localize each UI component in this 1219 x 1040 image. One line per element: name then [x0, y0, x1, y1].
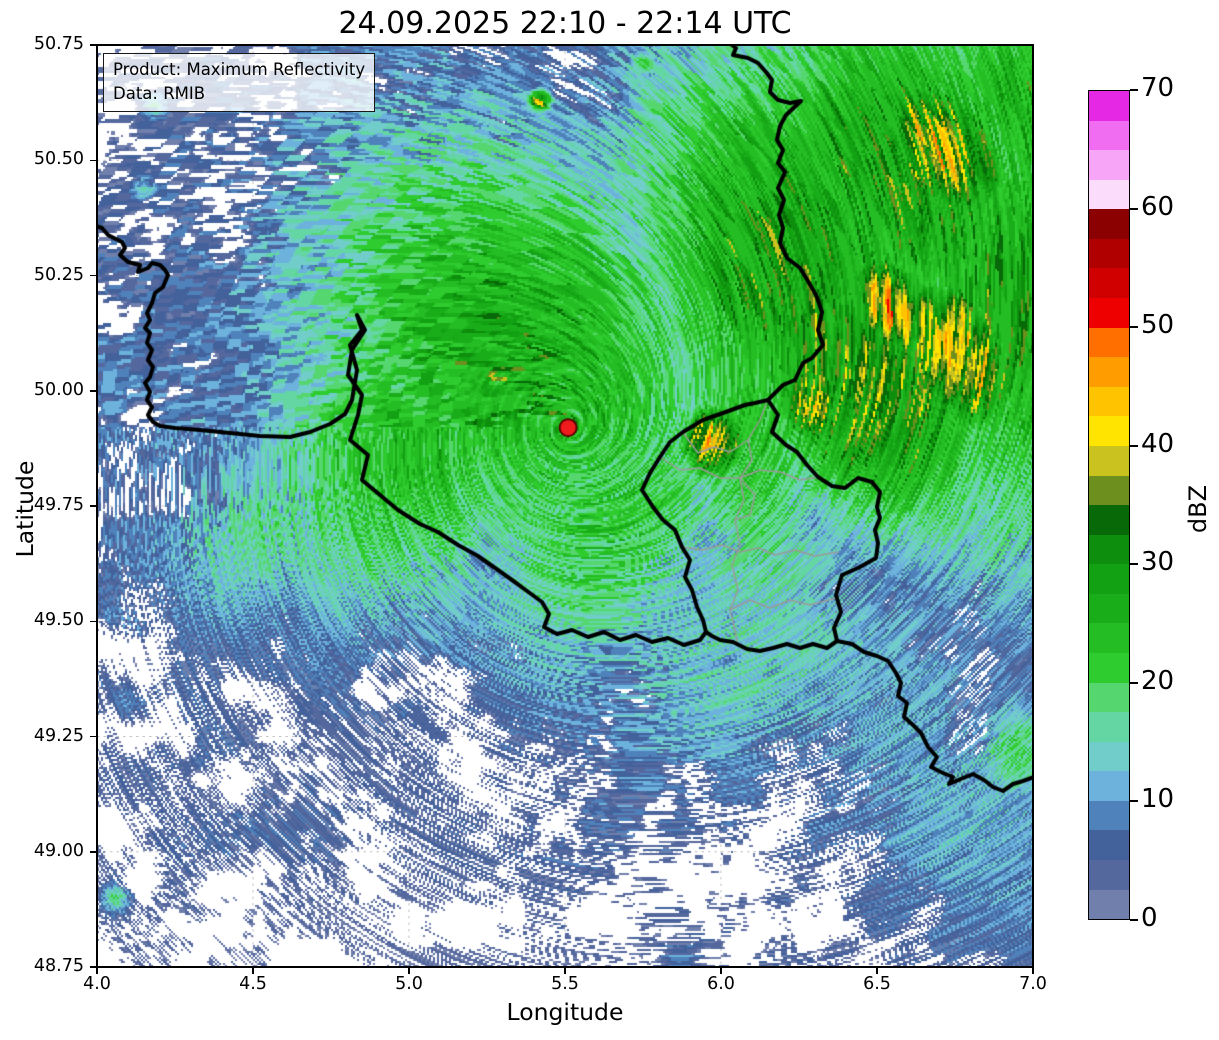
colorbar-segment — [1089, 120, 1129, 151]
y-tick-label: 48.75 — [33, 956, 84, 976]
colorbar-tick-label: 40 — [1141, 428, 1175, 459]
colorbar-tick-mark — [1130, 681, 1138, 684]
colorbar-segment — [1089, 298, 1129, 328]
colorbar-tick-mark — [1130, 563, 1138, 566]
x-tick-mark — [1032, 967, 1034, 974]
y-tick-label: 50.75 — [33, 34, 84, 54]
colorbar-segment — [1089, 505, 1129, 535]
colorbar-tick-mark — [1130, 207, 1138, 210]
figure-title: 24.09.2025 22:10 - 22:14 UTC — [338, 6, 792, 41]
colorbar — [1088, 90, 1130, 920]
colorbar-segment — [1089, 386, 1129, 417]
x-tick-label: 5.0 — [395, 974, 423, 994]
y-tick-label: 49.75 — [33, 495, 84, 515]
colorbar-segment — [1089, 564, 1129, 594]
colorbar-tick-label: 50 — [1141, 310, 1175, 341]
x-tick-label: 6.5 — [863, 974, 891, 994]
colorbar-segment — [1089, 652, 1129, 683]
colorbar-tick-mark — [1130, 444, 1138, 447]
data-source-line: Data: RMIB — [113, 83, 206, 103]
y-tick-mark — [90, 851, 97, 853]
product-annotation-box: Product: Maximum Reflectivity Data: RMIB — [103, 53, 376, 112]
y-tick-label: 50.25 — [33, 264, 84, 285]
y-tick-mark — [90, 735, 97, 738]
colorbar-segment — [1089, 534, 1129, 565]
colorbar-segment — [1089, 179, 1129, 210]
x-tick-mark — [876, 967, 878, 974]
plot-border — [96, 44, 1034, 968]
x-tick-mark — [720, 967, 722, 974]
colorbar-tick-mark — [1130, 326, 1138, 329]
y-tick-mark — [90, 44, 97, 46]
y-tick-label: 49.50 — [33, 610, 84, 631]
y-tick-label: 50.50 — [33, 149, 84, 170]
colorbar-segment — [1089, 830, 1129, 861]
y-tick-mark — [90, 274, 97, 277]
colorbar-segment — [1089, 268, 1129, 299]
colorbar-segment — [1089, 475, 1129, 506]
y-tick-mark — [90, 390, 97, 392]
colorbar-label: dBZ — [1184, 484, 1212, 534]
y-tick-mark — [90, 966, 97, 968]
x-tick-mark — [564, 967, 566, 974]
colorbar-segment — [1089, 91, 1129, 121]
x-tick-label: 6.0 — [707, 974, 735, 994]
y-tick-label: 49.25 — [33, 725, 84, 746]
y-tick-mark — [90, 620, 97, 622]
colorbar-tick-label: 60 — [1141, 191, 1175, 222]
colorbar-segment — [1089, 741, 1129, 772]
colorbar-segment — [1089, 712, 1129, 742]
colorbar-tick-label: 10 — [1141, 784, 1175, 815]
colorbar-segment — [1089, 445, 1129, 476]
x-tick-label: 7.0 — [1019, 974, 1047, 994]
colorbar-tick-label: 30 — [1141, 547, 1175, 578]
colorbar-segment — [1089, 238, 1129, 269]
y-tick-mark — [90, 159, 97, 161]
radar-reflectivity-map — [97, 45, 1033, 967]
colorbar-segment — [1089, 800, 1129, 831]
x-tick-mark — [408, 967, 410, 974]
y-tick-mark — [90, 505, 97, 507]
colorbar-segment — [1089, 150, 1129, 180]
colorbar-segment — [1089, 889, 1129, 920]
colorbar-tick-label: 0 — [1141, 903, 1158, 933]
x-tick-mark — [96, 967, 98, 974]
colorbar-tick-mark — [1130, 800, 1138, 803]
x-axis-label: Longitude — [506, 998, 624, 1026]
colorbar-tick-label: 70 — [1141, 73, 1175, 103]
colorbar-segment — [1089, 682, 1129, 713]
colorbar-segment — [1089, 623, 1129, 653]
colorbar-segment — [1089, 357, 1129, 387]
colorbar-segment — [1089, 771, 1129, 801]
colorbar-segment — [1089, 209, 1129, 239]
colorbar-segment — [1089, 327, 1129, 358]
product-line: Product: Maximum Reflectivity — [113, 60, 366, 79]
colorbar-tick-mark — [1130, 89, 1138, 91]
x-tick-mark — [252, 967, 254, 974]
colorbar-segment — [1089, 860, 1129, 890]
colorbar-tick-label: 20 — [1141, 665, 1175, 696]
x-tick-label: 4.5 — [239, 974, 267, 994]
y-tick-label: 50.00 — [33, 379, 84, 400]
colorbar-segment — [1089, 416, 1129, 446]
x-tick-label: 4.0 — [83, 974, 111, 994]
colorbar-segment — [1089, 593, 1129, 624]
colorbar-tick-mark — [1130, 919, 1138, 921]
x-tick-label: 5.5 — [551, 974, 579, 994]
y-tick-label: 49.00 — [33, 840, 84, 861]
